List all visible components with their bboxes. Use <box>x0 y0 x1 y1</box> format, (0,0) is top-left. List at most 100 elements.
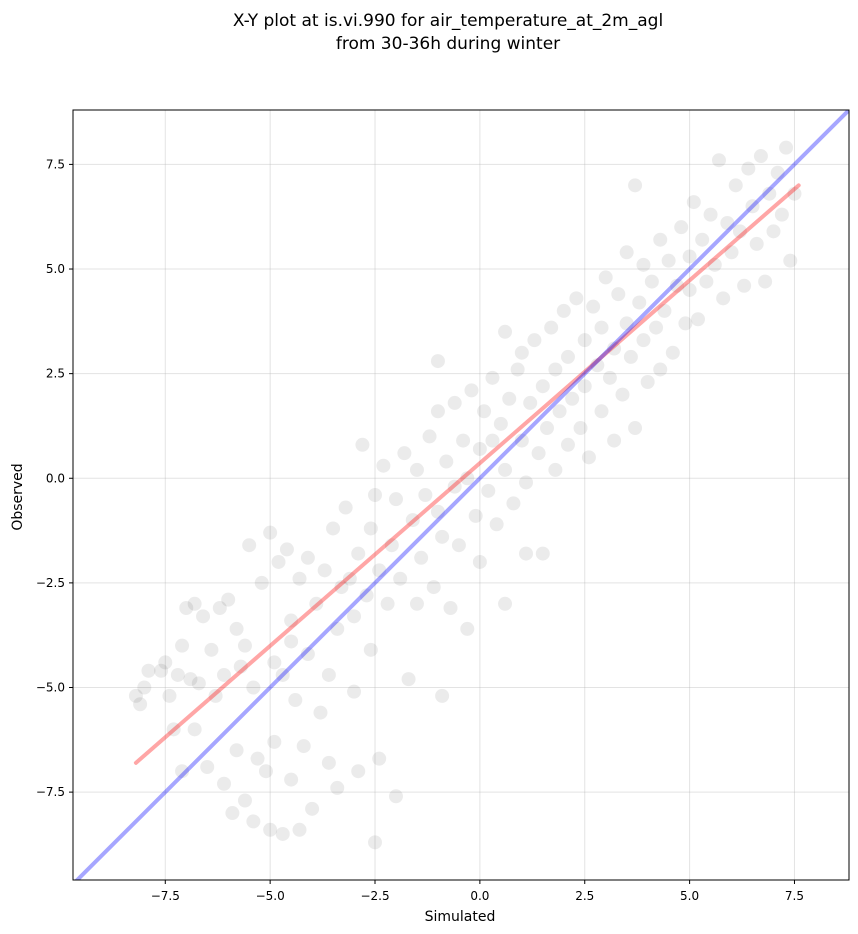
data-point <box>774 207 789 222</box>
data-point <box>485 433 500 448</box>
data-point <box>380 596 395 611</box>
chart-title: X-Y plot at is.vi.990 for air_temperatur… <box>233 11 663 31</box>
data-point <box>179 600 194 615</box>
data-point <box>674 220 689 235</box>
data-point <box>460 471 475 486</box>
data-point <box>221 592 236 607</box>
data-point <box>372 751 387 766</box>
data-point <box>338 500 353 515</box>
data-point <box>498 324 513 339</box>
data-point <box>548 462 563 477</box>
data-point <box>510 362 525 377</box>
data-point <box>229 621 244 636</box>
x-tick-label: 5.0 <box>680 889 699 903</box>
data-point <box>128 688 143 703</box>
y-tick-label: 5.0 <box>46 262 65 276</box>
data-point <box>636 257 651 272</box>
data-point <box>263 525 278 540</box>
data-point <box>586 299 601 314</box>
data-point <box>313 705 328 720</box>
data-point <box>363 521 378 536</box>
y-tick-label: −7.5 <box>36 785 65 799</box>
data-point <box>435 688 450 703</box>
data-point <box>397 446 412 461</box>
data-point <box>523 395 538 410</box>
data-point <box>208 688 223 703</box>
data-point <box>267 655 282 670</box>
data-point <box>594 320 609 335</box>
data-point <box>615 387 630 402</box>
data-point <box>363 642 378 657</box>
data-point <box>766 224 781 239</box>
data-point <box>535 379 550 394</box>
data-point <box>271 554 286 569</box>
data-point <box>556 303 571 318</box>
data-point <box>519 475 534 490</box>
data-point <box>628 178 643 193</box>
data-point <box>191 676 206 691</box>
data-point <box>502 391 517 406</box>
data-point <box>737 278 752 293</box>
x-tick-label: −7.5 <box>151 889 180 903</box>
data-point <box>590 358 605 373</box>
data-point <box>196 609 211 624</box>
data-point <box>246 814 261 829</box>
x-tick-label: 7.5 <box>785 889 804 903</box>
data-point <box>577 379 592 394</box>
data-point <box>724 245 739 260</box>
data-point <box>204 642 219 657</box>
data-point <box>414 550 429 565</box>
data-point <box>498 596 513 611</box>
data-point <box>628 421 643 436</box>
data-point <box>393 571 408 586</box>
data-point <box>716 291 731 306</box>
y-axis-ticks: −7.5 −5.0 −2.5 0.0 2.5 5.0 7.5 <box>36 157 73 799</box>
data-point <box>439 454 454 469</box>
x-tick-label: −2.5 <box>360 889 389 903</box>
data-point <box>284 772 299 787</box>
data-point <box>447 479 462 494</box>
data-point <box>649 320 664 335</box>
data-point <box>678 316 693 331</box>
data-point <box>728 178 743 193</box>
data-point <box>237 793 252 808</box>
data-point <box>619 245 634 260</box>
data-point <box>732 224 747 239</box>
data-point <box>498 462 513 477</box>
data-point <box>644 274 659 289</box>
data-point <box>653 362 668 377</box>
data-point <box>418 488 433 502</box>
data-point <box>300 550 315 565</box>
data-point <box>263 822 278 837</box>
data-point <box>762 186 777 201</box>
data-point <box>254 575 269 590</box>
data-point <box>720 215 735 230</box>
data-point <box>535 546 550 561</box>
data-point <box>594 404 609 419</box>
data-point <box>405 513 420 528</box>
data-point <box>758 274 773 289</box>
data-point <box>300 647 315 662</box>
data-point <box>154 663 169 678</box>
data-point <box>267 734 282 749</box>
data-point <box>460 621 475 636</box>
x-tick-label: 2.5 <box>575 889 594 903</box>
data-point <box>670 278 685 293</box>
data-point <box>284 634 299 649</box>
data-point <box>456 433 471 448</box>
fit-lines <box>74 110 849 880</box>
x-tick-label: −5.0 <box>256 889 285 903</box>
data-point <box>569 291 584 306</box>
data-point <box>242 538 257 553</box>
regression-line <box>133 183 801 765</box>
data-point <box>258 764 273 779</box>
data-point <box>527 333 542 348</box>
data-point <box>229 743 244 758</box>
data-point <box>573 421 588 436</box>
data-point <box>430 404 445 419</box>
plot-area-frame <box>72 109 850 881</box>
y-tick-label: −5.0 <box>36 681 65 695</box>
data-point <box>581 450 596 465</box>
data-point <box>519 546 534 561</box>
data-point <box>233 659 248 674</box>
